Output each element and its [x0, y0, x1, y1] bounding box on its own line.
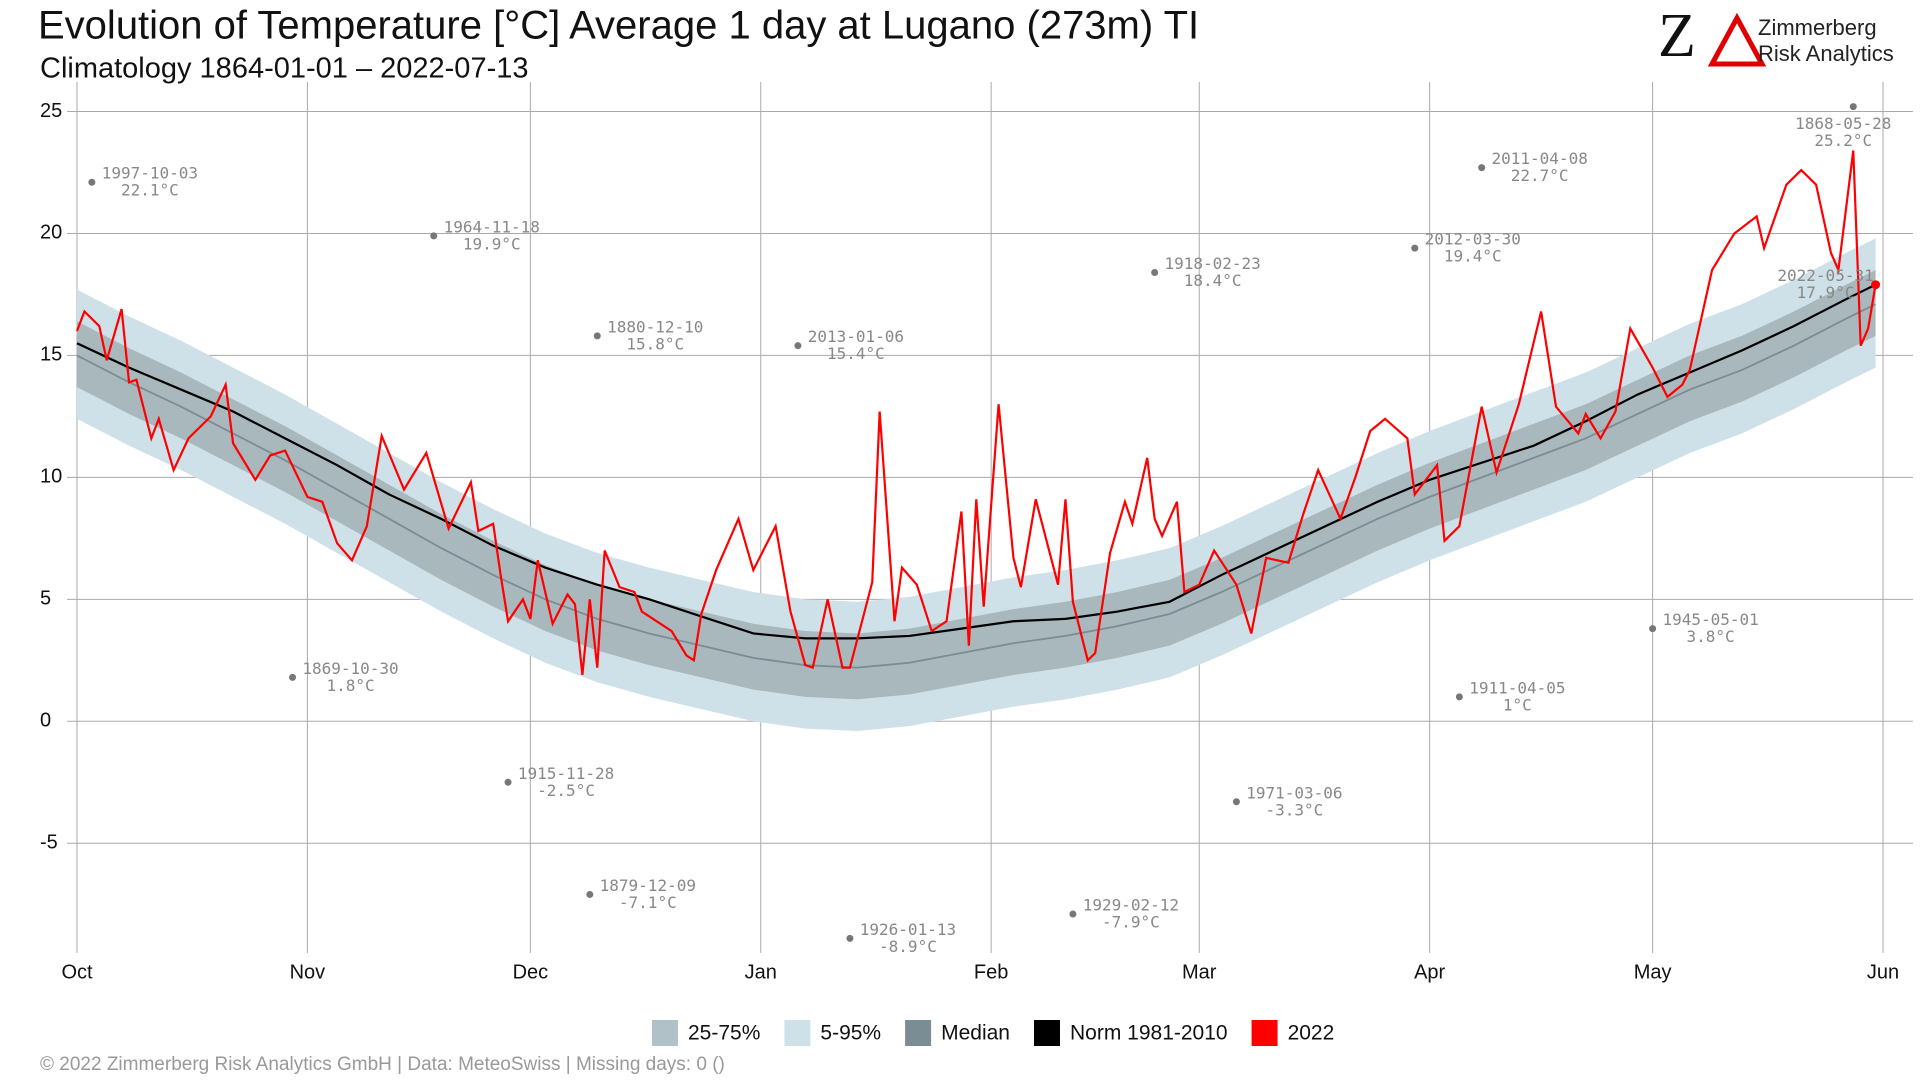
legend-swatch	[652, 1020, 678, 1046]
y-tick-label: 15	[40, 344, 62, 366]
x-tick-label: Mar	[1182, 961, 1217, 983]
x-tick-label: May	[1634, 961, 1672, 983]
record-value: 18.4°C	[1184, 271, 1242, 290]
legend-label: Median	[941, 1022, 1010, 1045]
logo-triangle	[1707, 12, 1767, 67]
x-tick-label: Oct	[61, 961, 93, 983]
y-tick-label: 10	[40, 466, 62, 488]
x-tick-label: Nov	[290, 961, 326, 983]
legend-swatch	[905, 1020, 932, 1046]
record-point	[593, 332, 601, 340]
record-point	[1455, 693, 1463, 701]
line	[75, 150, 1877, 676]
legend-label: 5-95%	[820, 1022, 881, 1045]
record-value: 15.8°C	[626, 334, 684, 353]
record-point	[88, 178, 96, 186]
line	[76, 303, 1876, 669]
y-tick-label: 25	[40, 100, 62, 122]
record-date: 1879-12-09	[600, 876, 696, 895]
record-point	[289, 673, 297, 681]
record-date: 2011-04-08	[1492, 149, 1588, 168]
record-point	[1151, 268, 1159, 276]
record-point	[430, 232, 438, 240]
record-date: 2022-05-31	[1777, 266, 1873, 285]
record-value: 3.8°C	[1687, 627, 1735, 646]
legend-swatch	[1033, 1020, 1060, 1046]
record-value: -8.9°C	[879, 937, 937, 956]
record-point	[1849, 103, 1857, 111]
record-date: 1971-03-06	[1246, 783, 1342, 802]
record-value: -3.3°C	[1266, 800, 1324, 819]
record-value: 17.9°C	[1797, 283, 1855, 302]
grid: -5 0 5 10 15 20 25 Oct Nov Dec Jan Feb Mar Apr May Jun	[40, 82, 1913, 983]
y-tick-label: 5	[40, 588, 51, 610]
record-point	[1411, 244, 1419, 252]
record-value: 15.4°C	[827, 344, 885, 363]
record-point	[1232, 798, 1240, 806]
line	[76, 283, 1877, 640]
record-value: 1°C	[1503, 695, 1532, 714]
record-date: 2012-03-30	[1425, 230, 1521, 249]
record-date: 1929-02-12	[1083, 895, 1179, 914]
record-value: 25.2°C	[1814, 131, 1872, 150]
record-value: 22.7°C	[1511, 166, 1569, 185]
record-value: -2.5°C	[537, 781, 595, 800]
record-date: 1868-05-28	[1795, 114, 1891, 133]
record-date: 2013-01-06	[808, 327, 904, 346]
record-point	[586, 890, 594, 898]
legend-label: 25-75%	[688, 1022, 760, 1045]
record-date: 1918-02-23	[1164, 254, 1260, 273]
legend-label: Norm 1981-2010	[1070, 1022, 1228, 1045]
x-tick-label: Jun	[1867, 961, 1899, 983]
record-date: 1911-04-05	[1469, 678, 1565, 697]
data	[75, 150, 1877, 732]
record-point	[1649, 625, 1657, 633]
logo: Z Zimmerberg Risk Analytics	[1658, 2, 1894, 70]
record-date: 1915-11-28	[518, 764, 614, 783]
y-tick-label: 0	[40, 710, 51, 732]
x-tick-label: Feb	[974, 961, 1008, 983]
chart-subtitle: Climatology 1864-01-01 – 2022-07-13	[40, 53, 528, 85]
record-point	[1871, 280, 1881, 290]
y-tick-label: -5	[40, 832, 58, 854]
record-point	[1478, 164, 1486, 172]
record-point	[846, 934, 854, 942]
logo-mark: Z	[1658, 2, 1696, 70]
record-point	[794, 342, 802, 350]
record-value: 19.9°C	[463, 234, 521, 253]
record-value: 22.1°C	[121, 181, 179, 200]
legend: 25-75% 5-95% Median Norm 1981-2010 2022	[652, 1020, 1334, 1046]
record-date: 1997-10-03	[102, 164, 198, 183]
footer: © 2022 Zimmerberg Risk Analytics GmbH | …	[40, 1054, 725, 1075]
legend-label: 2022	[1288, 1022, 1335, 1045]
y-tick-label: 20	[40, 222, 62, 244]
legend-swatch	[1251, 1020, 1278, 1046]
record-date: 1964-11-18	[444, 217, 540, 236]
record-date: 1880-12-10	[607, 317, 703, 336]
chart-title: Evolution of Temperature [°C] Average 1 …	[38, 4, 1199, 48]
legend-swatch	[784, 1020, 811, 1046]
logo-line2: Risk Analytics	[1758, 41, 1894, 66]
x-tick-label: Apr	[1414, 961, 1445, 983]
x-tick-label: Dec	[513, 961, 549, 983]
record-date: 1869-10-30	[302, 659, 398, 678]
record-point	[1069, 910, 1077, 918]
record-value: -7.9°C	[1102, 912, 1160, 931]
record-value: 19.4°C	[1444, 247, 1502, 266]
record-point	[504, 778, 512, 786]
record-value: -7.1°C	[619, 893, 677, 912]
band	[77, 270, 1876, 700]
logo-line1: Zimmerberg	[1758, 15, 1877, 40]
record-date: 1926-01-13	[860, 920, 956, 939]
record-date: 1945-05-01	[1662, 610, 1758, 629]
x-tick-label: Jan	[745, 961, 777, 983]
record-value: 1.8°C	[326, 676, 374, 695]
